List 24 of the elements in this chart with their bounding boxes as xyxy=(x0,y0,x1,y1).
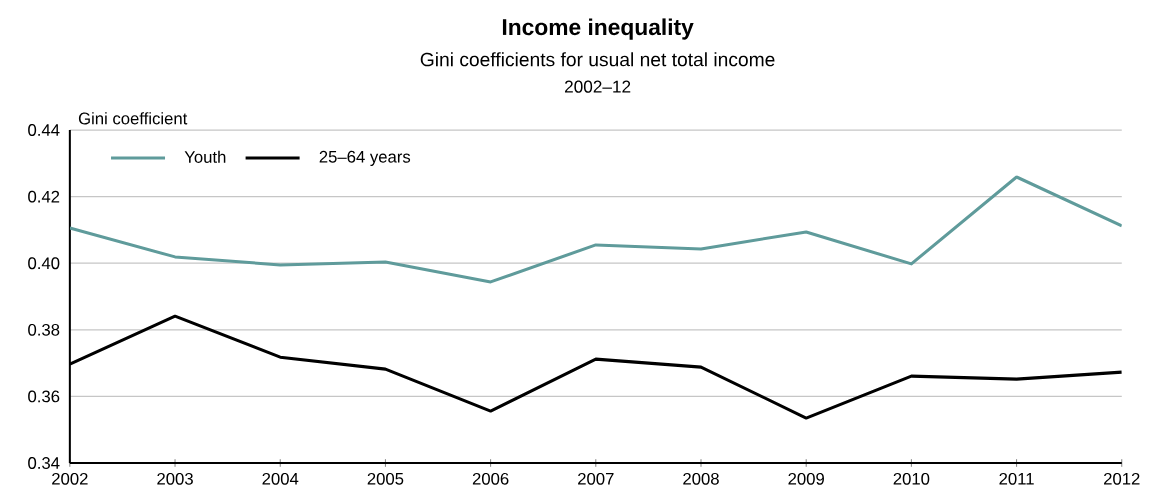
x-tick-label: 2012 xyxy=(1104,472,1140,485)
x-tick-label: 2008 xyxy=(683,472,719,485)
x-tick-label: 2003 xyxy=(157,472,193,485)
legend-label: Youth xyxy=(184,150,226,163)
x-tick-label: 2010 xyxy=(893,472,930,485)
y-tick-label: 0.34 xyxy=(28,457,60,469)
x-tick-label: 2002 xyxy=(52,472,88,485)
y-tick-label: 0.42 xyxy=(28,190,60,203)
x-tick-label: 2007 xyxy=(578,472,614,485)
chart-subtitle: Gini coefficients for usual net total income xyxy=(420,52,775,67)
y-tick-label: 0.36 xyxy=(28,390,60,403)
x-tick-label: 2004 xyxy=(262,472,299,485)
line-series xyxy=(69,175,1122,284)
x-tick-label: 2006 xyxy=(472,472,509,485)
y-tick-label: 0.44 xyxy=(28,124,60,136)
chart-title: Income inequality xyxy=(502,18,694,40)
y-axis-title: Gini coefficient xyxy=(78,112,188,125)
y-tick-label: 0.40 xyxy=(28,257,60,270)
legend-label: 25–64 years xyxy=(319,150,411,166)
text: 2002–12 xyxy=(564,80,631,93)
x-tick-label: 2009 xyxy=(788,472,824,485)
y-tick-label: 0.38 xyxy=(28,323,60,336)
x-tick-label: 2011 xyxy=(999,472,1034,485)
x-tick-label: 2005 xyxy=(367,472,404,485)
